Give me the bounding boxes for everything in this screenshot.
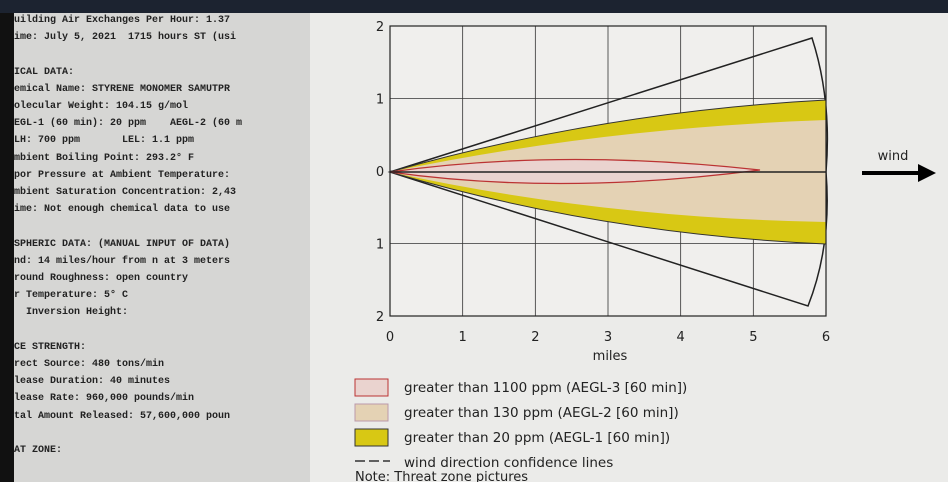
wind-label: wind	[878, 149, 909, 164]
x-tick-label: 1	[459, 330, 467, 345]
legend-label: wind direction confidence lines	[404, 455, 613, 471]
legend-label: greater than 20 ppm (AEGL-1 [60 min])	[404, 430, 670, 446]
x-tick-label: 6	[822, 330, 830, 345]
x-tick-label: 2	[531, 330, 539, 345]
threat-zone-plot: 0 1 2 3 4 5 6 2 1 0 1 2 miles wind greater than 110…	[0, 0, 948, 482]
x-tick-label: 4	[677, 330, 685, 345]
x-label: miles	[593, 349, 628, 364]
legend-swatch	[355, 404, 388, 421]
y-tick-label: 2	[376, 310, 384, 325]
note: Note: Threat zone pictures	[355, 470, 528, 482]
y-tick-label: 1	[376, 93, 384, 108]
legend-label: greater than 130 ppm (AEGL-2 [60 min])	[404, 405, 679, 421]
legend-swatch	[355, 429, 388, 446]
x-tick-label: 0	[386, 330, 394, 345]
y-tick-label: 2	[376, 20, 384, 35]
y-tick-label: 0	[376, 165, 384, 180]
screen: uilding Air Exchanges Per Hour: 1.37ime:…	[0, 0, 948, 482]
y-tick-label: 1	[376, 238, 384, 253]
legend-label: greater than 1100 ppm (AEGL-3 [60 min])	[404, 380, 687, 396]
x-tick-label: 5	[749, 330, 757, 345]
wind-arrowhead	[918, 164, 936, 182]
legend-swatch	[355, 379, 388, 396]
x-tick-label: 3	[604, 330, 612, 345]
